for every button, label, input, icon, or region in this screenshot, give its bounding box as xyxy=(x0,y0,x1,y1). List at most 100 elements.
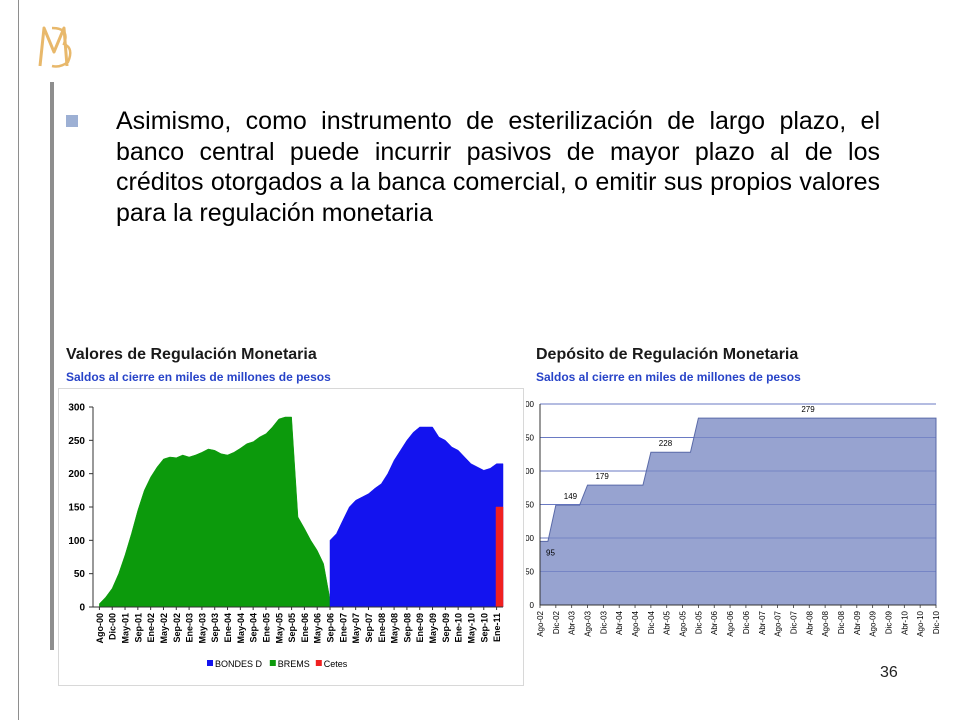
chart-2-x-tick-label: Ago-09 xyxy=(869,610,878,636)
chart-1-x-tick-label: Sep-08 xyxy=(402,613,412,643)
chart-1-y-tick-label: 0 xyxy=(79,603,85,614)
chart-2-x-tick-label: Dic-02 xyxy=(552,610,561,634)
chart-2-y-tick-label: 250 xyxy=(526,434,535,443)
chart-1-x-tick-label: Ene-04 xyxy=(223,613,233,643)
chart-2-y-tick-label: 300 xyxy=(526,400,535,409)
chart-1-legend-swatch xyxy=(269,660,276,666)
chart-1-x-tick-label: Sep-02 xyxy=(172,613,182,643)
chart-2-x-tick-label: Abr-07 xyxy=(758,610,767,635)
chart-1-x-tick-label: May-09 xyxy=(428,613,438,644)
chart-1-x-tick-label: Ene-10 xyxy=(454,613,464,643)
chart-1-legend-label: BREMS xyxy=(278,659,310,669)
chart-2-data-label: 179 xyxy=(595,472,609,481)
chart-1-x-tick-label: Sep-06 xyxy=(326,613,336,643)
chart-2-x-tick-label: Ago-02 xyxy=(536,610,545,636)
chart-1-x-tick-label: May-10 xyxy=(466,613,476,644)
chart-2-data-label: 149 xyxy=(564,492,578,501)
chart-1-x-tick-label: Ene-09 xyxy=(415,613,425,643)
chart-2-y-tick-label: 150 xyxy=(526,501,535,510)
chart-2-x-tick-label: Dic-04 xyxy=(647,610,656,634)
chart-1-x-tick-label: Ene-11 xyxy=(492,613,502,642)
chart-1-x-tick-label: Ene-06 xyxy=(300,613,310,643)
chart-1-area-bondes-d xyxy=(329,426,504,608)
chart-2-x-tick-label: Abr-09 xyxy=(853,610,862,635)
chart-1-legend-label: Cetes xyxy=(324,659,348,669)
chart-1-y-tick-label: 150 xyxy=(68,503,85,514)
chart-2-data-label: 95 xyxy=(546,548,555,557)
chart-2-x-tick-label: Ago-06 xyxy=(726,610,735,636)
chart-1-y-tick-label: 50 xyxy=(74,569,86,580)
chart-1-legend-label: BONDES D xyxy=(215,659,263,669)
chart-2-x-tick-label: Dic-03 xyxy=(599,610,608,634)
bullet-text: Asimismo, como instrumento de esteriliza… xyxy=(116,107,880,227)
bullet-square xyxy=(66,115,78,127)
chart-2-y-tick-label: 0 xyxy=(530,601,535,610)
chart-1-x-tick-label: Sep-10 xyxy=(479,613,489,643)
chart-1-x-tick-label: Ene-03 xyxy=(185,613,195,643)
chart-2-container: 0 50 100 150 200 250 300 95 149 179 228 279 Ago-02 Di… xyxy=(521,392,946,668)
chart-1-x-tick-label: Ene-08 xyxy=(377,613,387,643)
chart-2-x-tick-label: Dic-05 xyxy=(694,610,703,634)
chart-2-data-label: 279 xyxy=(801,405,815,414)
chart-2-x-tick-label: Ago-08 xyxy=(821,610,830,636)
chart-1-legend-swatch xyxy=(315,660,322,666)
chart-2-x-tick-label: Ago-03 xyxy=(584,610,593,636)
chart-1-x-tick-label: Sep-01 xyxy=(133,613,143,643)
chart-1-legend-swatch xyxy=(207,660,213,666)
chart-2-x-tick-label: Abr-08 xyxy=(805,610,814,635)
chart-2-area xyxy=(539,417,937,606)
chart-2-y-tick-label: 200 xyxy=(526,467,535,476)
chart-1-x-tick-label: Ene-05 xyxy=(261,613,271,643)
chart-2-x-tick-label: Ago-07 xyxy=(774,610,783,636)
chart-1-x-tick-label: Sep-04 xyxy=(249,613,259,643)
chart-1-x-tick-label: May-02 xyxy=(159,613,169,644)
chart-2-title: Depósito de Regulación Monetaria xyxy=(536,346,799,363)
chart-1-x-tick-label: Sep-07 xyxy=(364,613,374,643)
chart-2-x-tick-label: Abr-04 xyxy=(615,610,624,635)
chart-1-x-tick-label: Sep-09 xyxy=(441,613,451,643)
chart-1-x-tick-label: Dic-00 xyxy=(108,613,118,640)
chart-2-data-label: 228 xyxy=(659,439,673,448)
chart-1-x-tick-label: May-07 xyxy=(351,613,361,644)
chart-2-x-tick-label: Ago-10 xyxy=(916,610,925,636)
chart-1-x-tick-label: May-05 xyxy=(274,613,284,644)
chart-2-x-tick-label: Ago-04 xyxy=(631,610,640,636)
chart-2-x-tick-label: Abr-06 xyxy=(710,610,719,635)
chart-1-x-tick-label: May-03 xyxy=(197,613,207,644)
chart-2-x-tick-label: Dic-09 xyxy=(884,610,893,634)
chart-1-x-tick-label: Sep-03 xyxy=(210,613,220,643)
chart-1-y-tick-label: 300 xyxy=(68,403,85,414)
left-accent-line xyxy=(18,0,19,720)
chart-1-y-tick-label: 200 xyxy=(68,469,85,480)
chart-1-area-cetes xyxy=(495,506,504,608)
chart-1-x-tick-label: May-06 xyxy=(313,613,323,644)
chart-2-svg: 0 50 100 150 200 250 300 95 149 179 228 279 Ago-02 Di… xyxy=(521,400,941,637)
chart-2-x-tick-label: Dic-10 xyxy=(932,610,941,634)
logo xyxy=(38,26,72,68)
chart-2-x-tick-label: Ago-05 xyxy=(679,610,688,636)
chart-1-x-tick-label: May-04 xyxy=(236,613,246,644)
chart-1-x-tick-label: Sep-05 xyxy=(287,613,297,643)
chart-2-x-tick-label: Dic-07 xyxy=(789,610,798,634)
left-accent-bar xyxy=(50,82,54,650)
chart-1-x-tick-label: May-08 xyxy=(390,613,400,644)
chart-2-x-tick-label: Dic-08 xyxy=(837,610,846,634)
page-number: 36 xyxy=(880,664,898,681)
chart-2-y-tick-label: 50 xyxy=(526,568,535,577)
chart-1-x-tick-label: Ene-02 xyxy=(146,613,156,643)
chart-1-y-tick-label: 250 xyxy=(68,436,85,447)
chart-1-y-tick-label: 100 xyxy=(68,536,85,547)
chart-1-title: Valores de Regulación Monetaria xyxy=(66,346,317,363)
chart-2-subtitle: Saldos al cierre en miles de millones de… xyxy=(536,370,801,384)
chart-1-x-tick-label: Ago-00 xyxy=(95,613,105,644)
chart-1-subtitle: Saldos al cierre en miles de millones de… xyxy=(66,370,331,384)
chart-2-x-tick-label: Abr-05 xyxy=(663,610,672,635)
chart-1-x-tick-label: May-01 xyxy=(121,613,131,644)
chart-2-x-tick-label: Abr-03 xyxy=(568,610,577,635)
chart-2-x-tick-label: Dic-06 xyxy=(742,610,751,634)
chart-2-x-tick-label: Abr-10 xyxy=(900,610,909,635)
chart-1-container: 0 50 100 150 200 250 300 Ago-00 Dic-00 May-01 Sep-… xyxy=(58,388,524,686)
chart-1-x-tick-label: Ene-07 xyxy=(338,613,348,643)
chart-2-y-tick-label: 100 xyxy=(526,534,535,543)
